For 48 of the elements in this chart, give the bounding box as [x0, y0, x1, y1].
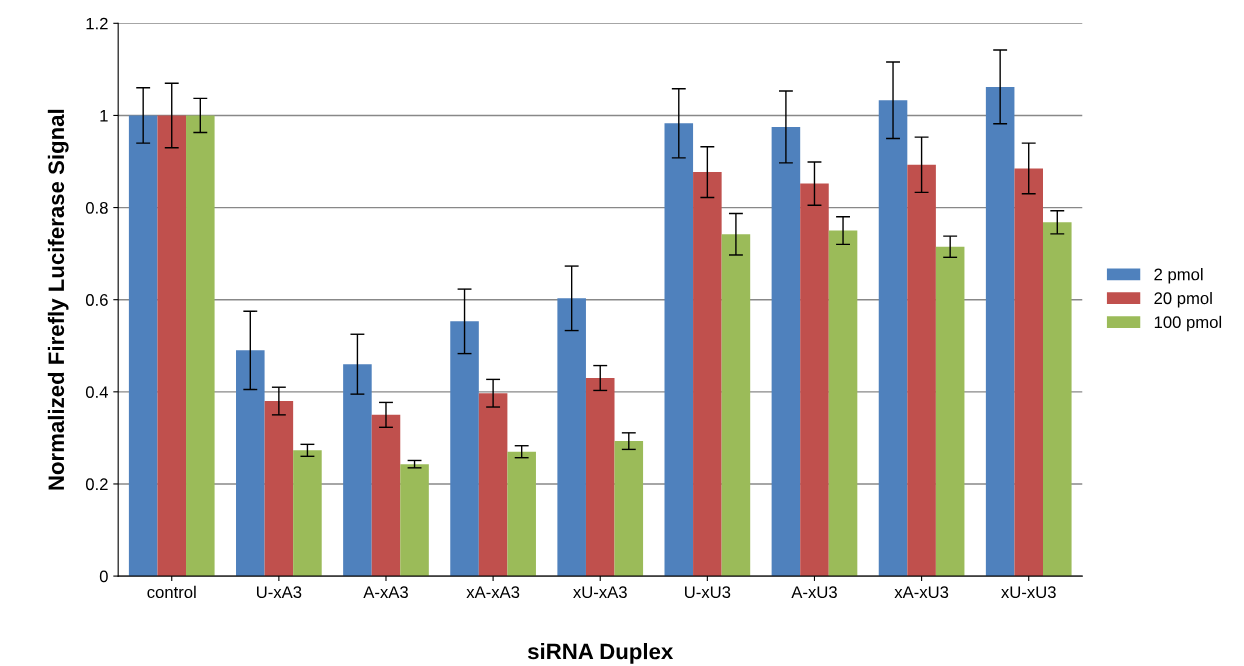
x-tick-label: xU-xU3 [1001, 586, 1056, 599]
bar [878, 100, 908, 577]
y-tick-label: 0.8 [85, 201, 108, 214]
bar [664, 123, 694, 577]
bar [343, 364, 372, 577]
legend-label: 2 pmol [1154, 268, 1203, 284]
x-tick-label: U-xU3 [685, 586, 731, 599]
y-tick-label: 0.2 [85, 478, 108, 491]
bar [828, 230, 858, 577]
bar [186, 115, 215, 577]
x-tick-label: xA-xU3 [894, 586, 949, 599]
bar [507, 451, 536, 577]
x-tick-label: A-xA3 [363, 586, 408, 599]
y-tick-label: 0 [99, 570, 108, 583]
x-tick-label: control [147, 585, 196, 599]
bar [985, 86, 1015, 577]
bar [1014, 168, 1043, 577]
bar [128, 115, 158, 577]
bar [935, 246, 965, 577]
legend-label: 20 pmol [1154, 291, 1212, 308]
bar [371, 414, 401, 577]
bar [157, 115, 187, 577]
bar [1043, 222, 1072, 577]
x-tick-label: A-xU3 [791, 586, 837, 599]
x-tick-label: xU-xA3 [573, 586, 627, 599]
y-tick-label: 1.2 [86, 17, 108, 30]
bar [800, 183, 829, 577]
bar [693, 172, 722, 577]
bar [293, 450, 322, 577]
bar [585, 378, 615, 577]
y-tick-label: 0.6 [85, 294, 108, 306]
y-axis-title: Normalized Firefly Luciferase Signal [47, 109, 69, 490]
legend-label: 100 pmol [1154, 315, 1222, 332]
bar [236, 350, 265, 577]
y-tick-label: 0.4 [85, 386, 108, 399]
bar [400, 464, 429, 577]
bar [557, 298, 586, 577]
bar [907, 164, 936, 577]
bar [264, 401, 294, 577]
bar [771, 126, 801, 577]
x-tick-label: xA-xA3 [466, 586, 520, 599]
bar [614, 441, 644, 577]
bar [478, 393, 508, 577]
bar [721, 234, 751, 577]
y-tick-label: 1 [100, 110, 108, 122]
x-axis-title: siRNA Duplex [527, 643, 674, 664]
bar [450, 321, 479, 577]
x-tick-label: U-xA3 [257, 586, 302, 599]
